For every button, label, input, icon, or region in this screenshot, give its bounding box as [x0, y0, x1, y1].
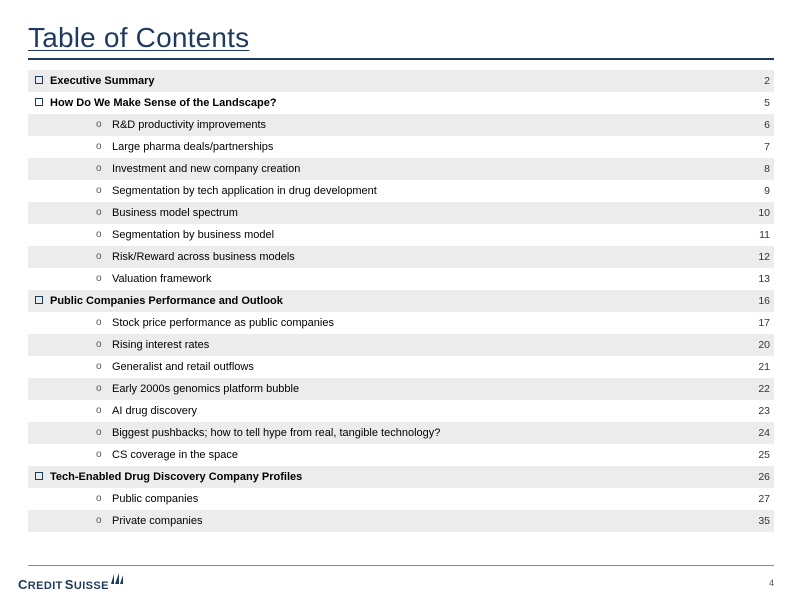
- toc-page: 24: [740, 422, 774, 444]
- table-of-contents: Executive Summary2How Do We Make Sense o…: [28, 70, 774, 532]
- toc-page: 16: [740, 290, 774, 312]
- toc-page: 9: [740, 180, 774, 202]
- toc-row: oRisk/Reward across business models12: [28, 246, 774, 268]
- circle-bullet-icon: o: [96, 246, 112, 268]
- toc-page: 22: [740, 378, 774, 400]
- toc-label: Valuation framework: [112, 268, 740, 290]
- circle-bullet-icon: o: [96, 510, 112, 532]
- toc-page: 20: [740, 334, 774, 356]
- toc-page: 2: [740, 70, 774, 92]
- toc-label: Tech-Enabled Drug Discovery Company Prof…: [50, 466, 740, 488]
- circle-bullet-icon: o: [96, 114, 112, 136]
- bullet-col: [28, 92, 50, 114]
- square-bullet-icon: [35, 472, 43, 480]
- toc-row: Tech-Enabled Drug Discovery Company Prof…: [28, 466, 774, 488]
- toc-label: Segmentation by business model: [112, 224, 740, 246]
- toc-label: R&D productivity improvements: [112, 114, 740, 136]
- toc-page: 13: [740, 268, 774, 290]
- brand-logo: CREDIT SUISSE: [18, 573, 124, 592]
- toc-row: oLarge pharma deals/partnerships7: [28, 136, 774, 158]
- toc-row: Public Companies Performance and Outlook…: [28, 290, 774, 312]
- page-title: Table of Contents: [28, 22, 774, 54]
- circle-bullet-icon: o: [96, 488, 112, 510]
- toc-label: Large pharma deals/partnerships: [112, 136, 740, 158]
- square-bullet-icon: [35, 76, 43, 84]
- circle-bullet-icon: o: [96, 400, 112, 422]
- toc-label: Investment and new company creation: [112, 158, 740, 180]
- toc-label: Public Companies Performance and Outlook: [50, 290, 740, 312]
- toc-label: AI drug discovery: [112, 400, 740, 422]
- toc-page: 12: [740, 246, 774, 268]
- toc-page: 27: [740, 488, 774, 510]
- toc-row: oR&D productivity improvements6: [28, 114, 774, 136]
- toc-label: Biggest pushbacks; how to tell hype from…: [112, 422, 740, 444]
- brand-text: CREDIT: [18, 577, 63, 592]
- toc-page: 7: [740, 136, 774, 158]
- circle-bullet-icon: o: [96, 202, 112, 224]
- toc-page: 25: [740, 444, 774, 466]
- bullet-col: [28, 466, 50, 488]
- toc-row: oAI drug discovery23: [28, 400, 774, 422]
- toc-label: CS coverage in the space: [112, 444, 740, 466]
- circle-bullet-icon: o: [96, 444, 112, 466]
- circle-bullet-icon: o: [96, 224, 112, 246]
- toc-label: Rising interest rates: [112, 334, 740, 356]
- bullet-col: [28, 70, 50, 92]
- page-number: 4: [769, 578, 774, 588]
- circle-bullet-icon: o: [96, 136, 112, 158]
- square-bullet-icon: [35, 98, 43, 106]
- toc-row: oPublic companies27: [28, 488, 774, 510]
- circle-bullet-icon: o: [96, 422, 112, 444]
- toc-row: oValuation framework13: [28, 268, 774, 290]
- brand-text: SUISSE: [65, 577, 109, 592]
- toc-row: oPrivate companies35: [28, 510, 774, 532]
- toc-label: Risk/Reward across business models: [112, 246, 740, 268]
- toc-row: oInvestment and new company creation8: [28, 158, 774, 180]
- circle-bullet-icon: o: [96, 312, 112, 334]
- toc-label: Executive Summary: [50, 70, 740, 92]
- toc-row: oGeneralist and retail outflows21: [28, 356, 774, 378]
- toc-label: Stock price performance as public compan…: [112, 312, 740, 334]
- bullet-col: [28, 290, 50, 312]
- toc-row: oSegmentation by tech application in dru…: [28, 180, 774, 202]
- toc-page: 35: [740, 510, 774, 532]
- circle-bullet-icon: o: [96, 158, 112, 180]
- circle-bullet-icon: o: [96, 356, 112, 378]
- toc-row: oEarly 2000s genomics platform bubble22: [28, 378, 774, 400]
- footer-rule: [28, 565, 774, 566]
- toc-page: 6: [740, 114, 774, 136]
- toc-row: oCS coverage in the space25: [28, 444, 774, 466]
- toc-page: 8: [740, 158, 774, 180]
- toc-page: 11: [740, 224, 774, 246]
- toc-label: Public companies: [112, 488, 740, 510]
- toc-label: How Do We Make Sense of the Landscape?: [50, 92, 740, 114]
- toc-page: 23: [740, 400, 774, 422]
- toc-page: 10: [740, 202, 774, 224]
- toc-label: Private companies: [112, 510, 740, 532]
- toc-row: oSegmentation by business model11: [28, 224, 774, 246]
- circle-bullet-icon: o: [96, 378, 112, 400]
- toc-row: oRising interest rates20: [28, 334, 774, 356]
- toc-page: 21: [740, 356, 774, 378]
- square-bullet-icon: [35, 296, 43, 304]
- toc-row: oBusiness model spectrum10: [28, 202, 774, 224]
- toc-page: 26: [740, 466, 774, 488]
- toc-label: Early 2000s genomics platform bubble: [112, 378, 740, 400]
- toc-row: How Do We Make Sense of the Landscape?5: [28, 92, 774, 114]
- toc-page: 17: [740, 312, 774, 334]
- circle-bullet-icon: o: [96, 180, 112, 202]
- toc-label: Business model spectrum: [112, 202, 740, 224]
- circle-bullet-icon: o: [96, 334, 112, 356]
- toc-row: oStock price performance as public compa…: [28, 312, 774, 334]
- toc-row: oBiggest pushbacks; how to tell hype fro…: [28, 422, 774, 444]
- toc-label: Segmentation by tech application in drug…: [112, 180, 740, 202]
- toc-row: Executive Summary2: [28, 70, 774, 92]
- toc-page: 5: [740, 92, 774, 114]
- toc-label: Generalist and retail outflows: [112, 356, 740, 378]
- sails-icon: [110, 573, 124, 585]
- circle-bullet-icon: o: [96, 268, 112, 290]
